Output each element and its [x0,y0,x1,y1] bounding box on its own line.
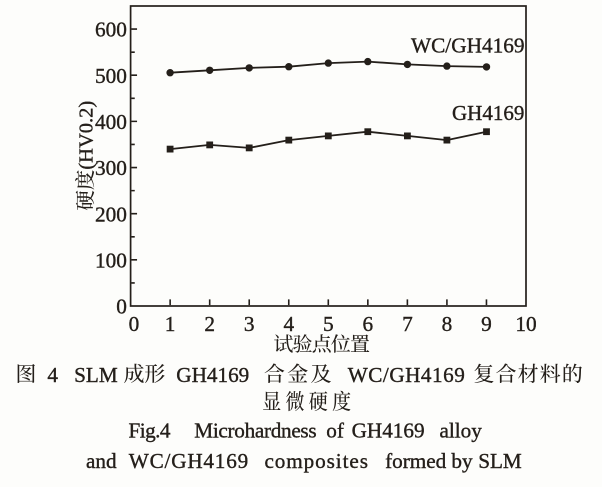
svg-text:0: 0 [116,295,127,319]
svg-text:formed: formed [385,449,447,473]
svg-text:SLM: SLM [478,449,522,473]
svg-text:1: 1 [165,312,176,336]
svg-text:200: 200 [95,202,127,226]
svg-text:0: 0 [129,312,140,336]
svg-text:GH4169: GH4169 [352,418,425,442]
svg-text:(HV0.2): (HV0.2) [76,101,98,170]
svg-text:400: 400 [95,110,127,134]
svg-text:by: by [451,449,473,473]
svg-text:10: 10 [515,312,536,336]
svg-text:100: 100 [95,248,127,272]
svg-text:of: of [326,418,345,442]
svg-text:300: 300 [95,156,127,180]
svg-text:GH4169: GH4169 [452,101,524,125]
svg-text:7: 7 [402,312,413,336]
svg-text:3: 3 [244,312,255,336]
svg-text:WC/GH4169: WC/GH4169 [348,363,466,387]
svg-text:6: 6 [362,312,373,336]
svg-text:5: 5 [323,312,334,336]
svg-text:4: 4 [283,312,294,336]
svg-text:4: 4 [47,363,58,387]
svg-text:and: and [86,449,117,473]
svg-text:GH4169: GH4169 [176,363,249,387]
svg-text:alloy: alloy [440,418,483,442]
svg-text:600: 600 [95,18,127,42]
svg-text:Fig.4: Fig.4 [129,418,171,442]
svg-text:WC/GH4169: WC/GH4169 [129,449,249,473]
svg-text:9: 9 [481,312,492,336]
svg-text:8: 8 [442,312,453,336]
svg-text:SLM: SLM [74,363,118,387]
svg-text:WC/GH4169: WC/GH4169 [411,34,525,58]
svg-text:Microhardness: Microhardness [194,418,316,442]
svg-text:2: 2 [204,312,215,336]
svg-text:500: 500 [95,64,127,88]
svg-text:composites: composites [265,449,369,473]
